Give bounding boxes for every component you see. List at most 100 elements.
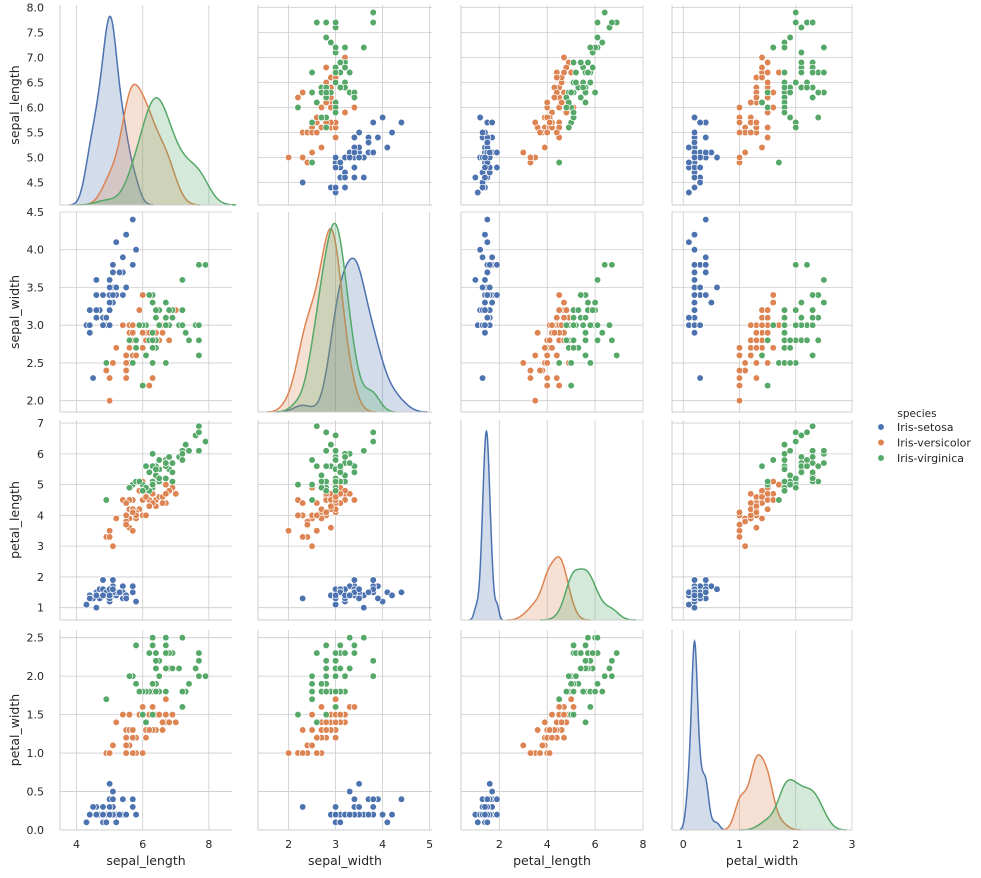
scatter-point [92,810,101,819]
y-tick-label: 6.5 [27,77,45,90]
x-tick-label: 0 [680,838,687,851]
x-tick-label: 6 [592,838,599,851]
scatter-point [299,153,307,162]
scatter-point [308,695,316,703]
scatter-point [808,314,817,322]
scatter-point [493,291,501,299]
scatter-point [483,215,491,224]
scatter-point [741,359,749,367]
scatter-point [299,726,307,734]
scatter-point [685,143,693,152]
subplot-r0-c3 [671,5,853,206]
scatter-point [109,542,117,550]
scatter-point [481,306,489,314]
scatter-point [519,741,527,750]
scatter-point [747,490,755,498]
scatter-point [346,810,354,819]
scatter-point [383,818,391,826]
scatter-point [125,672,134,680]
scatter-point [112,718,120,726]
scatter-point [322,88,330,97]
scatter-point [548,710,556,719]
scatter-point [481,803,489,811]
scatter-point [531,118,539,127]
scatter-point [303,520,312,529]
scatter-point [129,726,137,734]
scatter-point [129,261,137,269]
scatter-point [132,344,140,352]
y-tick-label: 4.5 [27,206,45,219]
scatter-point [112,514,120,523]
scatter-point [142,493,150,501]
scatter-point [780,83,789,92]
scatter-point [763,314,772,322]
scatter-point [803,428,811,436]
scatter-point [135,306,144,314]
scatter-point [152,465,160,473]
scatter-point [178,321,187,329]
y-tick-label: 7.0 [27,52,45,65]
scatter-point [139,344,147,352]
scatter-point [322,718,330,726]
scatter-point [741,517,749,526]
kde-line [276,257,428,413]
scatter-point [308,687,316,696]
scatter-point [331,153,340,162]
scatter-point [313,527,321,535]
scatter-point [780,321,789,329]
scatter-point [341,453,349,461]
scatter-point [550,93,559,102]
scatter-point [308,148,316,157]
scatter-point [162,634,170,642]
scatter-point [752,524,761,532]
scatter-point [331,487,340,495]
scatter-point [331,734,340,742]
scatter-point [360,634,368,642]
scatter-point [122,283,130,292]
scatter-point [474,818,482,826]
scatter-point [129,321,137,329]
scatter-point [820,298,828,307]
scatter-point [148,680,157,688]
scatter-point [690,230,699,239]
scatter-point [152,664,160,673]
scatter-point [92,591,101,600]
scatter-point [690,306,699,314]
scatter-point [294,710,302,719]
scatter-point [471,173,480,182]
scatter-point [165,453,173,461]
scatter-point [605,664,614,673]
scatter-point [758,321,766,329]
scatter-point [132,351,140,360]
scatter-point [122,366,130,375]
scatter-point [569,336,578,344]
scatter-point [792,484,800,492]
x-tick-label: 2 [285,838,292,851]
scatter-point [162,664,170,673]
scatter-point [608,672,616,680]
scatter-point [808,306,817,314]
scatter-point [533,329,542,337]
scatter-point [152,306,160,314]
scatter-point [129,749,137,757]
scatter-point [572,672,580,680]
scatter-point [195,336,203,344]
scatter-point [350,795,359,803]
scatter-point [560,68,568,77]
scatter-point [112,818,120,826]
scatter-point [702,215,710,224]
y-tick-label: 7.5 [27,27,45,40]
scatter-point [129,508,137,516]
scatter-point [586,703,594,711]
scatter-point [555,291,563,299]
scatter-point [122,520,130,529]
scatter-point [808,291,817,299]
scatter-point [531,397,539,405]
scatter-point [139,381,147,390]
scatter-point [553,374,561,382]
scatter-point [690,128,699,137]
scatter-point [122,351,130,360]
scatter-point [105,374,114,382]
scatter-point [752,374,761,382]
scatter-point [483,795,491,803]
